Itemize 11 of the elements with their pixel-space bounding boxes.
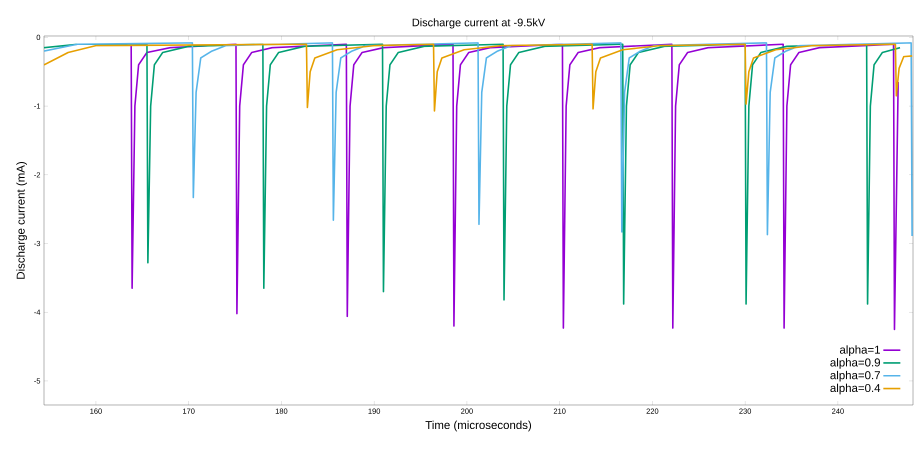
legend-label: alpha=0.4: [830, 384, 880, 394]
line-series: [44, 42, 913, 237]
legend-label: alpha=0.7: [830, 370, 880, 382]
y-axis-title: Discharge current (mA): [16, 162, 27, 279]
line-series: [130, 43, 899, 330]
legend-label: alpha=0.9: [830, 358, 880, 369]
line-series: [44, 43, 913, 112]
chart-title: Discharge current at -9.5kV: [412, 18, 546, 28]
legend-label: alpha=1: [840, 345, 880, 356]
line-series: [44, 43, 901, 305]
x-axis-title: Time (microseconds): [425, 420, 532, 432]
